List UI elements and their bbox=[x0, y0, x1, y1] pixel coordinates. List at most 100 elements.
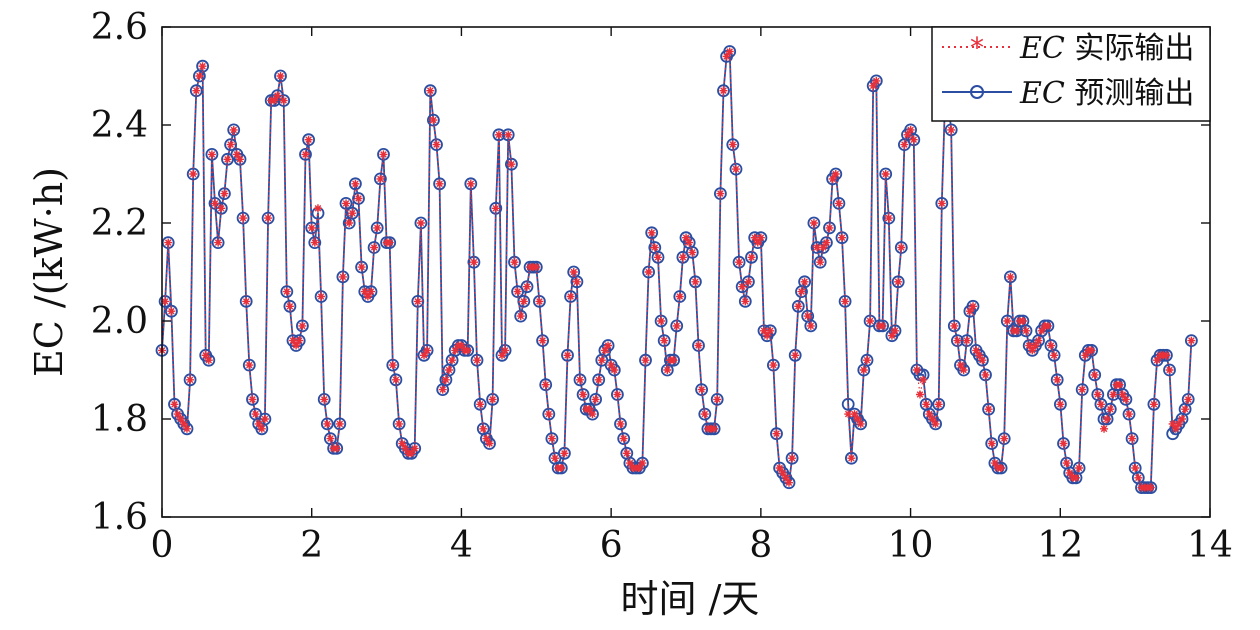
predicted-point bbox=[305, 221, 319, 235]
actual-point bbox=[657, 317, 666, 325]
actual-point bbox=[560, 449, 569, 458]
actual-point bbox=[161, 297, 170, 306]
predicted-point bbox=[645, 226, 659, 240]
actual-point bbox=[373, 223, 382, 232]
actual-point bbox=[482, 434, 491, 443]
actual-point bbox=[682, 233, 691, 242]
actual-point bbox=[1050, 351, 1059, 360]
actual-point bbox=[354, 194, 363, 203]
actual-point bbox=[744, 277, 753, 286]
actual-point bbox=[856, 419, 865, 428]
actual-point bbox=[660, 336, 669, 345]
predicted-point bbox=[698, 407, 712, 421]
actual-point bbox=[342, 199, 351, 208]
actual-point bbox=[1056, 400, 1065, 409]
actual-point bbox=[841, 297, 850, 306]
actual-point bbox=[519, 297, 528, 306]
predicted-point bbox=[317, 392, 331, 406]
predicted-point bbox=[520, 280, 534, 294]
actual-point bbox=[738, 282, 747, 291]
x-axis-label: 时间 /天 bbox=[621, 577, 760, 621]
actual-point bbox=[653, 253, 662, 262]
predicted-point bbox=[345, 206, 359, 220]
actual-point bbox=[572, 277, 581, 286]
actual-point bbox=[251, 410, 260, 419]
actual-point bbox=[900, 140, 909, 149]
actual-point bbox=[819, 243, 828, 252]
actual-point bbox=[700, 410, 709, 419]
actual-point bbox=[610, 366, 619, 374]
actual-point bbox=[167, 307, 176, 316]
actual-point bbox=[922, 400, 931, 409]
legend-actual-label: EC 实际输出 bbox=[1019, 31, 1194, 66]
predicted-point bbox=[542, 407, 556, 421]
actual-point bbox=[731, 165, 740, 174]
predicted-point bbox=[570, 275, 584, 289]
actual-point bbox=[192, 86, 201, 95]
predicted-point bbox=[514, 309, 528, 323]
predicted-point bbox=[227, 123, 241, 137]
actual-point bbox=[320, 395, 329, 404]
actual-point bbox=[719, 86, 728, 95]
actual-point bbox=[223, 155, 232, 164]
actual-point bbox=[775, 464, 784, 472]
actual-point bbox=[360, 287, 369, 296]
legend-entry-predicted: EC 预测输出 bbox=[942, 76, 1194, 111]
actual-point bbox=[1034, 336, 1043, 345]
actual-point bbox=[884, 214, 893, 223]
actual-point bbox=[538, 336, 547, 345]
actual-point bbox=[235, 155, 244, 164]
actual-point bbox=[260, 415, 269, 423]
actual-point bbox=[1115, 380, 1124, 389]
actual-point bbox=[1118, 390, 1127, 399]
actual-point bbox=[1065, 468, 1074, 477]
predicted-point bbox=[1057, 437, 1070, 450]
actual-point bbox=[990, 459, 999, 468]
actual-point bbox=[563, 351, 572, 360]
actual-point bbox=[220, 189, 229, 198]
actual-point bbox=[441, 375, 450, 384]
actual-point bbox=[794, 302, 803, 311]
actual-point bbox=[853, 415, 862, 423]
x-tick-label: 8 bbox=[749, 525, 772, 566]
actual-point bbox=[298, 321, 307, 330]
actual-point bbox=[1037, 326, 1046, 335]
actual-point bbox=[522, 282, 531, 291]
actual-point bbox=[959, 366, 968, 374]
legend-entry-actual: * EC 实际输出 bbox=[942, 31, 1194, 66]
x-tick-label: 4 bbox=[450, 525, 473, 566]
actual-point bbox=[201, 351, 210, 360]
predicted-point bbox=[1047, 348, 1061, 362]
predicted-point bbox=[732, 255, 746, 269]
actual-point bbox=[947, 125, 956, 134]
actual-point bbox=[969, 302, 978, 311]
actual-point bbox=[813, 243, 822, 252]
legend-predicted-label: EC 预测输出 bbox=[1019, 76, 1194, 111]
actual-point bbox=[1109, 390, 1118, 399]
actual-point bbox=[317, 292, 326, 301]
actual-point bbox=[398, 439, 407, 448]
actual-point bbox=[254, 419, 263, 428]
actual-point bbox=[1174, 419, 1183, 428]
actual-point bbox=[388, 361, 397, 370]
actual-point bbox=[919, 375, 928, 384]
predicted-point bbox=[838, 294, 852, 308]
actual-point bbox=[1153, 356, 1162, 365]
actual-point bbox=[869, 81, 878, 90]
actual-point bbox=[1090, 370, 1099, 379]
actual-point bbox=[248, 395, 257, 404]
actual-point bbox=[591, 395, 600, 404]
predicted-point bbox=[186, 167, 200, 181]
actual-point bbox=[607, 361, 616, 370]
actual-point bbox=[850, 410, 859, 419]
actual-point bbox=[429, 116, 438, 125]
legend-predicted-circle-icon bbox=[970, 85, 984, 99]
actual-point bbox=[760, 326, 769, 335]
actual-point bbox=[638, 459, 647, 468]
actual-point bbox=[915, 390, 924, 399]
actual-point bbox=[273, 91, 282, 100]
actual-point bbox=[834, 199, 843, 208]
actual-point bbox=[728, 140, 737, 149]
actual-point bbox=[937, 199, 946, 208]
actual-point bbox=[1000, 434, 1009, 443]
